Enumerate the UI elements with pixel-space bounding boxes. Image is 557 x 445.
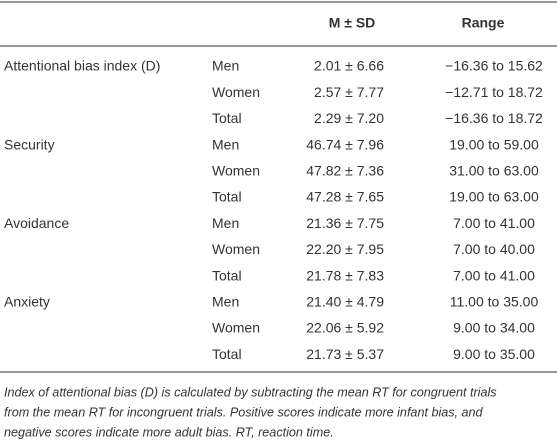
- range-cell: 7.00 to 40.00: [453, 241, 535, 257]
- header-cell: Range: [462, 15, 505, 31]
- group-cell: Total: [212, 267, 242, 283]
- group-cell: Men: [212, 58, 239, 74]
- row-label: Anxiety: [4, 294, 50, 310]
- mean-sd-cell: 2.29 ± 7.20: [314, 110, 384, 126]
- mean-sd-cell: 21.78 ± 7.83: [306, 267, 384, 283]
- footnote-line: negative scores indicate more adult bias…: [4, 425, 334, 439]
- mean-sd-cell: 22.20 ± 7.95: [306, 241, 384, 257]
- range-cell: 7.00 to 41.00: [453, 215, 535, 231]
- group-cell: Men: [212, 136, 239, 152]
- group-cell: Total: [212, 189, 242, 205]
- group-cell: Women: [212, 163, 260, 179]
- group-cell: Total: [212, 346, 242, 362]
- mean-sd-cell: 47.28 ± 7.65: [306, 189, 384, 205]
- range-cell: 19.00 to 63.00: [449, 189, 539, 205]
- row-label: Avoidance: [4, 215, 69, 231]
- group-cell: Women: [212, 241, 260, 257]
- footnote-line: from the mean RT for incongruent trials.…: [4, 405, 484, 419]
- group-cell: Total: [212, 110, 242, 126]
- range-cell: 9.00 to 34.00: [453, 320, 535, 336]
- row-label: Security: [4, 136, 55, 152]
- range-cell: −16.36 to 18.72: [445, 110, 543, 126]
- footnote-line: Index of attentional bias (D) is calcula…: [4, 385, 497, 399]
- range-cell: 31.00 to 63.00: [449, 163, 539, 179]
- mean-sd-cell: 47.82 ± 7.36: [306, 163, 384, 179]
- mean-sd-cell: 21.36 ± 7.75: [306, 215, 384, 231]
- mean-sd-cell: 22.06 ± 5.92: [306, 320, 384, 336]
- range-cell: 11.00 to 35.00: [450, 294, 539, 310]
- range-cell: 19.00 to 59.00: [449, 136, 539, 152]
- group-cell: Men: [212, 294, 239, 310]
- header-cell: M ± SD: [329, 15, 376, 31]
- mean-sd-cell: 46.74 ± 7.96: [306, 136, 384, 152]
- group-cell: Men: [212, 215, 239, 231]
- mean-sd-cell: 2.57 ± 7.77: [314, 84, 384, 100]
- group-cell: Women: [212, 320, 260, 336]
- row-label: Attentional bias index (D): [4, 58, 160, 74]
- mean-sd-cell: 2.01 ± 6.66: [314, 58, 384, 74]
- range-cell: 9.00 to 35.00: [453, 346, 535, 362]
- mean-sd-cell: 21.40 ± 4.79: [306, 294, 384, 310]
- range-cell: −16.36 to 15.62: [445, 58, 543, 74]
- mean-sd-cell: 21.73 ± 5.37: [306, 346, 384, 362]
- range-cell: 7.00 to 41.00: [453, 267, 535, 283]
- range-cell: −12.71 to 18.72: [445, 84, 543, 100]
- group-cell: Women: [212, 84, 260, 100]
